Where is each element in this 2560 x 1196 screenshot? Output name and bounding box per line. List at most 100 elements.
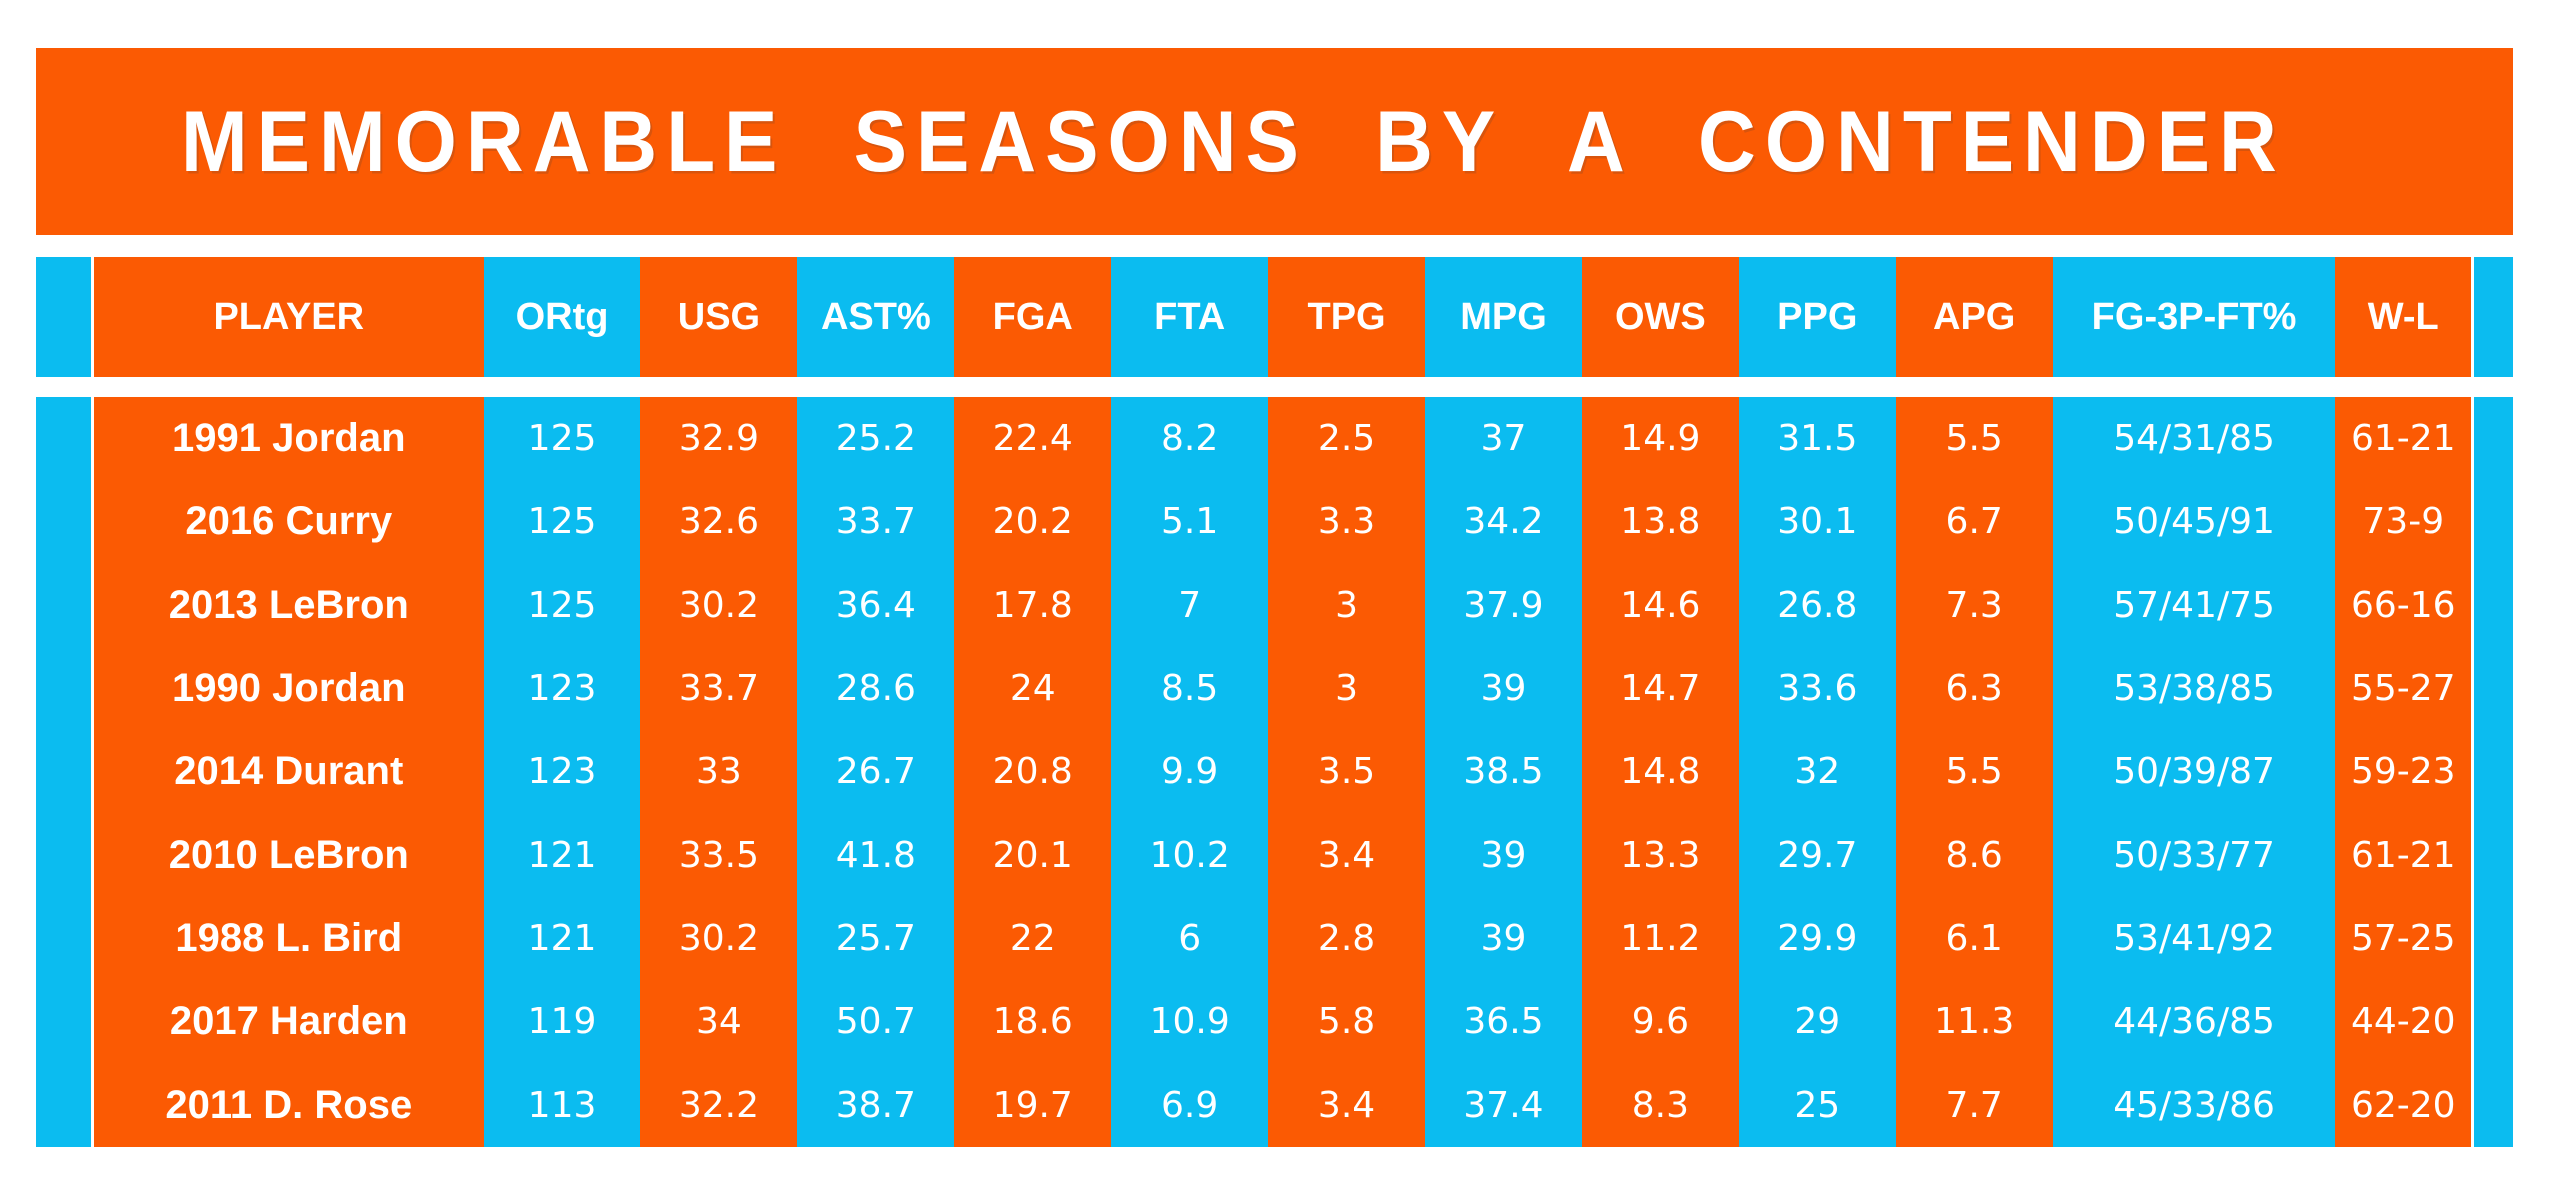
stat-cell: 32.9 — [678, 418, 760, 460]
stat-cell: 38.5 — [1463, 751, 1544, 793]
stat-cell: 30.2 — [678, 918, 760, 960]
column-header-fga: FGA — [954, 257, 1112, 377]
stat-cell: 34 — [696, 1001, 742, 1043]
body-column-ows: 14.9 13.8 14.6 14.7 14.8 13.3 11.2 9.6 8.3 — [1581, 397, 1739, 1147]
stat-cell: 44/36/85 — [2113, 1001, 2275, 1043]
stat-cell: 29.7 — [1777, 834, 1858, 876]
stat-cell: 3.4 — [1317, 834, 1376, 876]
stat-cell: 14.7 — [1620, 668, 1701, 710]
stat-cell: 5.1 — [1161, 501, 1219, 543]
left-edge-strip — [36, 257, 91, 377]
stat-cell: 6 — [1178, 918, 1202, 960]
body-column-ppg: 31.5 30.1 26.8 33.6 32 29.7 29.9 29 25 — [1738, 397, 1896, 1147]
stat-cell: 25.7 — [835, 918, 916, 960]
stat-cell: 38.7 — [835, 1084, 916, 1126]
stat-cell: 28.6 — [835, 668, 916, 710]
body-column-player: 1991 Jordan 2016 Curry 2013 LeBron 1990 Jor… — [94, 397, 484, 1147]
stat-cell: 29 — [1794, 1001, 1841, 1043]
stat-cell: 3.4 — [1317, 1084, 1376, 1126]
stat-cell: 33.7 — [835, 501, 916, 543]
stat-cell: 113 — [527, 1084, 597, 1126]
stat-cell: 30.1 — [1777, 501, 1858, 543]
player-name-cell: 1991 Jordan — [172, 416, 406, 461]
stat-cell: 3.5 — [1317, 751, 1376, 793]
stat-cell: 22 — [1009, 918, 1056, 960]
body-column-ortg: 125 125 125 123 123 121 121 119 113 — [483, 397, 641, 1147]
stat-cell: 125 — [527, 418, 597, 460]
stat-cell: 3.3 — [1317, 501, 1376, 543]
body-column-tpg: 2.5 3.3 3 3 3.5 3.4 2.8 5.8 3.4 — [1268, 397, 1426, 1147]
player-name-cell: 1990 Jordan — [172, 666, 406, 711]
stat-cell: 37.9 — [1463, 584, 1544, 626]
body-column-ast: 25.2 33.7 36.4 28.6 26.7 41.8 25.7 50.7 38.7 — [797, 397, 955, 1147]
body-column-apg: 5.5 6.7 7.3 6.3 5.5 8.6 6.1 11.3 7.7 — [1895, 397, 2053, 1147]
player-name-cell: 2017 Harden — [169, 999, 408, 1044]
left-edge-strip — [36, 397, 91, 1147]
table-header-row: PLAYER ORtg USG AST% FGA FTA TPG MPG OWS PPG APG FG… — [36, 257, 2514, 377]
player-name-cell: 1988 L. Bird — [175, 916, 403, 961]
stat-cell: 22.4 — [992, 418, 1073, 460]
stat-cell: 59-23 — [2350, 751, 2456, 793]
column-header-ppg: PPG — [1738, 257, 1896, 377]
column-header-player: PLAYER — [94, 257, 484, 377]
stat-cell: 7.7 — [1945, 1084, 2003, 1126]
stat-cell: 50/45/91 — [2113, 501, 2275, 543]
stat-cell: 34.2 — [1463, 501, 1544, 543]
stat-cell: 55-27 — [2350, 668, 2456, 710]
column-header-w-l: W-L — [2335, 257, 2472, 377]
page-title: MEMORABLE SEASONS BY A CONTENDER — [181, 92, 2286, 190]
stat-cell: 125 — [527, 501, 597, 543]
stat-cell: 9.9 — [1161, 751, 1219, 793]
body-column-mpg: 37 34.2 37.9 39 38.5 39 39 36.5 37.4 — [1425, 397, 1582, 1147]
stat-cell: 123 — [527, 668, 597, 710]
stat-cell: 14.9 — [1620, 418, 1701, 460]
stat-cell: 13.8 — [1620, 501, 1701, 543]
player-name-cell: 2013 LeBron — [168, 582, 409, 627]
stat-cell: 8.3 — [1631, 1084, 1689, 1126]
stat-cell: 50.7 — [835, 1001, 916, 1043]
stat-cell: 25.2 — [835, 418, 916, 460]
stat-cell: 73-9 — [2362, 501, 2445, 543]
stat-cell: 119 — [527, 1001, 597, 1043]
stat-cell: 5.5 — [1945, 751, 2003, 793]
column-header-usg: USG — [640, 257, 798, 377]
body-column-fta: 8.2 5.1 7 8.5 9.9 10.2 6 10.9 6.9 — [1111, 397, 1269, 1147]
stat-cell: 2.8 — [1317, 918, 1376, 960]
stat-cell: 6.9 — [1161, 1084, 1219, 1126]
stat-cell: 41.8 — [835, 834, 916, 876]
stat-cell: 39 — [1480, 668, 1527, 710]
stat-cell: 57-25 — [2350, 918, 2456, 960]
stat-cell: 32 — [1794, 751, 1841, 793]
column-header-apg: APG — [1895, 257, 2053, 377]
stat-cell: 33.6 — [1777, 668, 1858, 710]
stat-cell: 20.2 — [992, 501, 1073, 543]
stat-cell: 53/38/85 — [2113, 668, 2275, 710]
stat-cell: 30.2 — [678, 584, 760, 626]
stat-cell: 50/39/87 — [2113, 751, 2275, 793]
stat-cell: 2.5 — [1317, 418, 1376, 460]
stat-cell: 39 — [1480, 918, 1527, 960]
stat-cell: 10.2 — [1149, 834, 1230, 876]
stat-cell: 39 — [1480, 834, 1527, 876]
body-column-w-l: 61-21 73-9 66-16 55-27 59-23 61-21 57-25 44-20 6… — [2335, 397, 2472, 1147]
stat-cell: 11.3 — [1934, 1001, 2015, 1043]
stat-cell: 10.9 — [1149, 1001, 1230, 1043]
body-column-fga: 22.4 20.2 17.8 24 20.8 20.1 22 18.6 19.7 — [954, 397, 1112, 1147]
body-column-usg: 32.9 32.6 30.2 33.7 33 33.5 30.2 34 32.2 — [640, 397, 798, 1147]
column-header-tpg: TPG — [1268, 257, 1426, 377]
stat-cell: 32.6 — [678, 501, 760, 543]
stat-cell: 61-21 — [2350, 418, 2456, 460]
stat-cell: 20.1 — [992, 834, 1073, 876]
player-name-cell: 2014 Durant — [174, 749, 404, 794]
stat-cell: 37 — [1480, 418, 1527, 460]
player-name-cell: 2011 D. Rose — [165, 1082, 413, 1127]
stats-sheet: MEMORABLE SEASONS BY A CONTENDER PLAYER O… — [36, 48, 2514, 1147]
column-header-fta: FTA — [1111, 257, 1269, 377]
stat-cell: 8.5 — [1161, 668, 1219, 710]
stat-cell: 8.2 — [1161, 418, 1219, 460]
body-column-fg-3p-ft: 54/31/85 50/45/91 57/41/75 53/38/85 50/39/87… — [2052, 397, 2336, 1147]
stat-cell: 5.5 — [1945, 418, 2003, 460]
stat-cell: 123 — [527, 751, 597, 793]
player-name-cell: 2016 Curry — [185, 499, 393, 544]
